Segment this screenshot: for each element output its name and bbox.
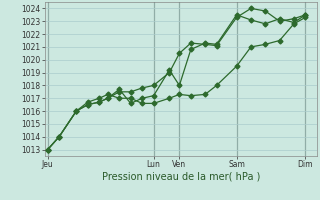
X-axis label: Pression niveau de la mer( hPa ): Pression niveau de la mer( hPa ) [102, 172, 260, 182]
